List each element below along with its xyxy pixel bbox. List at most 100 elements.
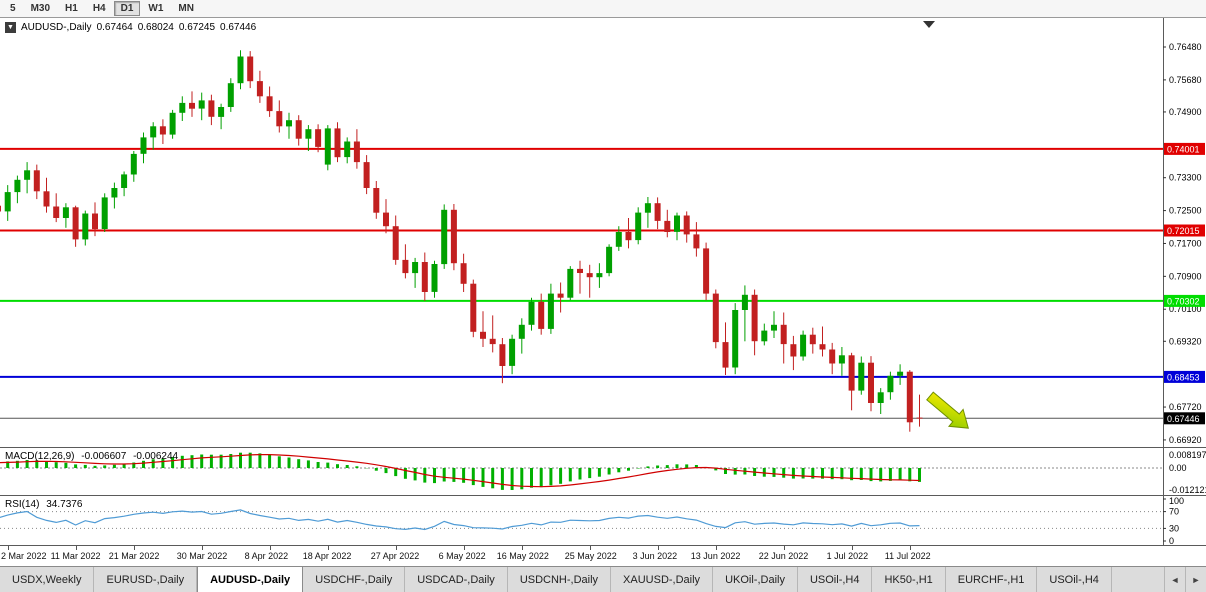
timeframe-button-h1[interactable]: H1	[65, 3, 78, 14]
main-price-chart[interactable]: 0.76480 0.75680 0.74900 0.73300 0.72500 0.717…	[0, 18, 1206, 448]
rsi-value: 34.7376	[46, 499, 83, 510]
time-tick	[589, 546, 591, 550]
time-tick	[851, 546, 853, 550]
svg-text:0.71700: 0.71700	[1169, 238, 1202, 248]
candlesticks	[0, 50, 923, 432]
date-label: 13 Jun 2022	[690, 551, 741, 561]
time-tick	[327, 546, 329, 550]
svg-text:0.72500: 0.72500	[1169, 206, 1202, 216]
svg-text:0.70302: 0.70302	[1167, 296, 1200, 306]
rsi-label: RSI(14) 34.7376	[5, 499, 82, 510]
date-label: 3 Jun 2022	[632, 551, 678, 561]
date-label: 18 Apr 2022	[302, 551, 352, 561]
chart-symbol-period: AUDUSD-,Daily	[21, 22, 92, 33]
date-label: 6 May 2022	[438, 551, 486, 561]
svg-text:0.66920: 0.66920	[1169, 435, 1202, 445]
chart-tab-9-hk50-h1[interactable]: HK50-,H1	[872, 567, 946, 592]
date-label: 16 May 2022	[496, 551, 549, 561]
chart-tab-3-usdchf-daily[interactable]: USDCHF-,Daily	[303, 567, 406, 592]
chart-tab-7-ukoil-daily[interactable]: UKOil-,Daily	[713, 567, 798, 592]
date-label: 11 Jul 2022	[884, 551, 931, 561]
svg-text:0.76480: 0.76480	[1169, 42, 1202, 52]
time-tick	[715, 546, 717, 550]
macd-name: MACD(12,26,9)	[5, 451, 75, 462]
rsi-line	[0, 509, 920, 531]
chart-tab-1-eurusd-daily[interactable]: EURUSD-,Daily	[94, 567, 198, 592]
ohlc-low: 0.67245	[178, 22, 216, 33]
timeframe-button-m30[interactable]: M30	[30, 3, 51, 14]
timeframe-button-h4[interactable]: H4	[92, 3, 106, 14]
svg-text:0.70100: 0.70100	[1169, 304, 1202, 314]
timeframe-button-d1[interactable]: D1	[113, 1, 141, 16]
time-tick	[7, 546, 9, 550]
time-tick	[201, 546, 203, 550]
price-tag-0.70302	[1164, 294, 1205, 307]
chart-tab-8-usoil-h4[interactable]: USOil-,H4	[798, 567, 873, 592]
svg-text:-0.012121: -0.012121	[1169, 485, 1206, 495]
date-label: 22 Jun 2022	[758, 551, 809, 561]
chart-tab-5-usdcnh-daily[interactable]: USDCNH-,Daily	[508, 567, 612, 592]
ohlc-close: 0.67446	[220, 22, 257, 33]
ohlc-open: 0.67464	[96, 22, 133, 33]
date-label: 8 Apr 2022	[244, 551, 289, 561]
macd-main-value: -0.006607	[81, 451, 127, 462]
svg-text:0.69320: 0.69320	[1169, 336, 1202, 346]
timeframe-button-mn[interactable]: MN	[178, 3, 194, 14]
time-tick	[463, 546, 465, 550]
svg-text:0.00: 0.00	[1169, 463, 1187, 473]
time-tick	[133, 546, 135, 550]
timeframe-button-5[interactable]: 5	[10, 3, 16, 14]
timeframe-button-w1[interactable]: W1	[148, 3, 164, 14]
chart-ohlc-header: ▼ AUDUSD-,Daily 0.67464 0.68024 0.67245 …	[5, 22, 256, 33]
chart-dropdown-icon[interactable]: ▼	[5, 22, 16, 33]
price-scale[interactable]: 0.76480 0.75680 0.74900 0.73300 0.72500 0.717…	[1163, 18, 1205, 448]
chart-tab-0-usdx-weekly[interactable]: USDX,Weekly	[0, 567, 95, 592]
macd-panel[interactable]: 0.008197 0.00 -0.012121	[0, 448, 1206, 496]
date-label: 2 Mar 2022	[1, 551, 47, 561]
macd-label: MACD(12,26,9) -0.006607 -0.006244	[5, 451, 178, 462]
chart-tab-4-usdcad-daily[interactable]: USDCAD-,Daily	[405, 567, 508, 592]
macd-signal-value: -0.006244	[133, 451, 179, 462]
time-tick	[783, 546, 785, 550]
svg-text:0: 0	[1169, 536, 1174, 546]
chart-tabs-bar: USDX,Weekly EURUSD-,Daily AUDUSD-,Daily USD…	[0, 566, 1206, 592]
time-tick	[395, 546, 397, 550]
svg-text:70: 70	[1169, 507, 1179, 517]
time-tick	[521, 546, 523, 550]
svg-text:0.70900: 0.70900	[1169, 271, 1202, 281]
horizontal-levels[interactable]	[0, 147, 1163, 419]
price-tag-0.67446	[1164, 412, 1205, 425]
macd-signal-line	[0, 453, 920, 488]
time-tick	[75, 546, 77, 550]
date-label: 1 Jul 2022	[826, 551, 869, 561]
time-tick	[657, 546, 659, 550]
chart-tab-10-eurchf-h1[interactable]: EURCHF-,H1	[946, 567, 1038, 592]
chart-tab-6-xauusd-daily[interactable]: XAUUSD-,Daily	[611, 567, 714, 592]
svg-text:0.73300: 0.73300	[1169, 173, 1202, 183]
time-axis[interactable]: 2 Mar 2022 11 Mar 2022 21 Mar 2022 30 Mar 2…	[0, 546, 1206, 566]
rsi-name: RSI(14)	[5, 499, 40, 510]
svg-text:0.67720: 0.67720	[1169, 402, 1202, 412]
svg-text:0.74001: 0.74001	[1167, 144, 1200, 154]
svg-text:0.72015: 0.72015	[1167, 226, 1200, 236]
price-tag-0.72015	[1164, 224, 1205, 237]
chart-tab-11-usoil-h4[interactable]: USOil-,H4	[1037, 567, 1112, 592]
tabs-scroll-left-button[interactable]: ◄	[1164, 567, 1185, 592]
svg-text:30: 30	[1169, 523, 1179, 533]
chart-shift-marker	[923, 21, 935, 28]
arrow-annotation[interactable]	[923, 388, 975, 437]
date-label: 25 May 2022	[564, 551, 617, 561]
date-label: 30 Mar 2022	[176, 551, 228, 561]
chart-tab-2-audusd-daily[interactable]: AUDUSD-,Daily	[197, 567, 304, 592]
timeframe-toolbar: 5 M30 H1 H4 D1 W1 MN	[0, 0, 1206, 18]
price-tag-0.74001	[1164, 142, 1205, 155]
svg-text:0.68453: 0.68453	[1167, 372, 1200, 382]
price-tag-0.68453	[1164, 370, 1205, 383]
time-tick	[269, 546, 271, 550]
svg-text:0.008197: 0.008197	[1169, 450, 1206, 460]
tabs-scroll-right-button[interactable]: ►	[1185, 567, 1206, 592]
svg-text:0.74900: 0.74900	[1169, 107, 1202, 117]
svg-text:0.67446: 0.67446	[1167, 414, 1200, 424]
